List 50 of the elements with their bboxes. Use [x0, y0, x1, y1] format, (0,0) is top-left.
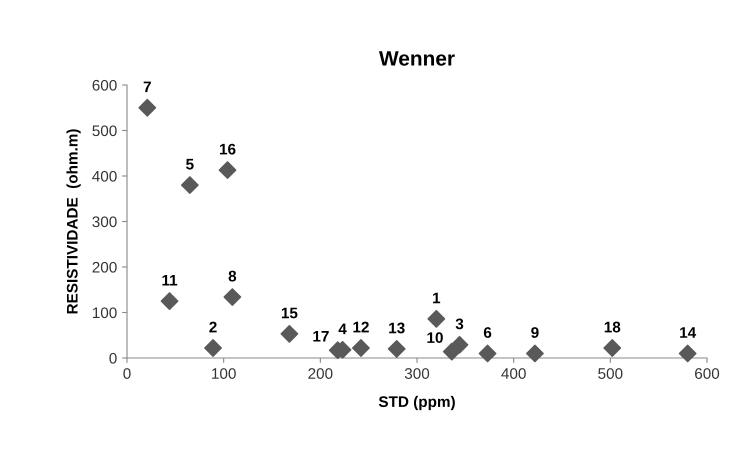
x-tick-label: 600	[695, 368, 720, 379]
point	[280, 324, 298, 343]
annotation: 2	[209, 322, 217, 332]
point	[180, 176, 199, 194]
annotation: 6	[484, 327, 492, 338]
annotation: 16	[220, 144, 236, 155]
point	[603, 339, 622, 357]
x-tick-label: 400	[501, 368, 526, 379]
annotation: 5	[186, 158, 194, 170]
y-tick-label: 0	[109, 352, 117, 364]
point	[160, 292, 178, 310]
annotation: 18	[604, 322, 620, 332]
point	[442, 342, 461, 361]
y-tick-label: 400	[92, 170, 117, 182]
annotation: 1	[433, 292, 440, 304]
annotation: 9	[531, 327, 539, 338]
x-tick-label: 300	[404, 368, 430, 379]
annotation: 3	[456, 318, 464, 330]
annotation: 14	[680, 327, 696, 338]
point	[678, 344, 697, 362]
x-tick-label: 500	[598, 368, 622, 379]
chart-title: Wenner	[379, 51, 455, 66]
annotation: 12	[353, 322, 369, 332]
point	[526, 344, 544, 362]
annotation: 4	[338, 324, 347, 334]
y-tick-label: 200	[92, 262, 117, 273]
x-tick-label: 200	[308, 368, 332, 379]
y-tick-label: 600	[92, 80, 117, 91]
annotation: 7	[144, 82, 151, 92]
x-tick-label: 0	[123, 368, 131, 379]
y-tick-label: 500	[92, 125, 117, 136]
x-tick-label: 100	[212, 368, 236, 379]
point	[478, 344, 496, 362]
y-axis-title: RESISTIVIDADE (ohm.m)	[66, 129, 81, 314]
point	[388, 340, 406, 358]
point	[218, 161, 236, 179]
point	[223, 288, 242, 306]
point	[204, 339, 222, 357]
point	[352, 339, 370, 357]
annotation: 15	[282, 308, 298, 318]
annotation: 10	[427, 332, 443, 344]
annotation: 17	[313, 331, 329, 342]
point	[427, 310, 446, 328]
point	[138, 98, 156, 117]
x-axis-title: STD (ppm)	[378, 396, 455, 410]
y-tick-label: 300	[92, 216, 117, 228]
y-tick-label: 100	[92, 307, 117, 318]
annotation: 13	[389, 322, 405, 334]
annotation: 11	[162, 274, 178, 286]
annotation: 8	[228, 270, 236, 282]
